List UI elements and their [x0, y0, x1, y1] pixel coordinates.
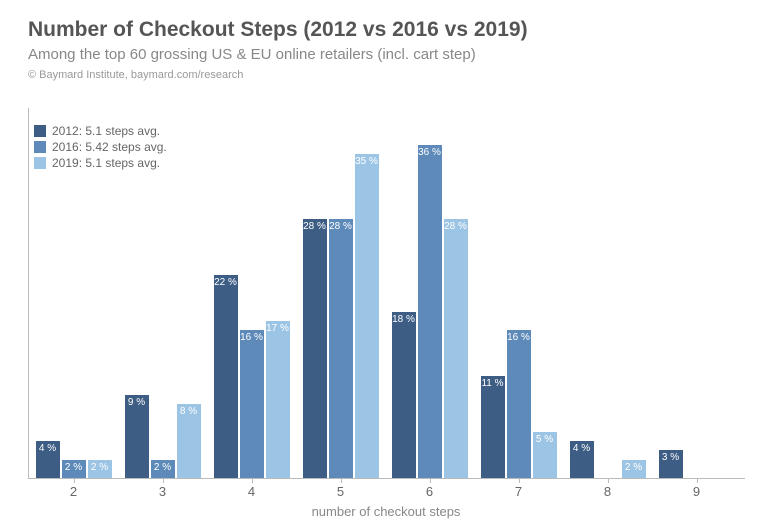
bar: 4 % [570, 441, 594, 478]
x-tick [163, 478, 164, 483]
chart-title: Number of Checkout Steps (2012 vs 2016 v… [28, 18, 748, 42]
x-tick-label: 7 [515, 484, 522, 499]
bar-value-label: 18 % [392, 314, 416, 325]
x-tick [74, 478, 75, 483]
bar: 28 % [444, 219, 468, 478]
bar-value-label: 2 % [622, 462, 646, 473]
chart-container: Number of Checkout Steps (2012 vs 2016 v… [0, 0, 772, 529]
x-axis-label: number of checkout steps [28, 504, 744, 519]
bar: 8 % [177, 404, 201, 478]
bar: 2 % [622, 460, 646, 479]
bar-value-label: 17 % [266, 323, 290, 334]
bar: 35 % [355, 154, 379, 478]
bar: 4 % [36, 441, 60, 478]
x-tick [430, 478, 431, 483]
bar: 16 % [507, 330, 531, 478]
x-tick-label: 8 [604, 484, 611, 499]
bar: 2 % [62, 460, 86, 479]
bar-value-label: 35 % [355, 156, 379, 167]
bar: 22 % [214, 275, 238, 479]
bar: 17 % [266, 321, 290, 478]
x-tick-label: 6 [426, 484, 433, 499]
x-tick [341, 478, 342, 483]
bar-value-label: 11 % [481, 378, 505, 389]
bar-value-label: 4 % [36, 443, 60, 454]
x-tick-label: 4 [248, 484, 255, 499]
x-tick-label: 5 [337, 484, 344, 499]
bar: 9 % [125, 395, 149, 478]
bar-value-label: 28 % [303, 221, 327, 232]
bar: 28 % [329, 219, 353, 478]
bar: 2 % [88, 460, 112, 479]
bar-value-label: 3 % [659, 452, 683, 463]
bar-value-label: 4 % [570, 443, 594, 454]
bar-value-label: 5 % [533, 434, 557, 445]
bar-value-label: 9 % [125, 397, 149, 408]
x-tick-label: 9 [693, 484, 700, 499]
bar: 5 % [533, 432, 557, 478]
bar: 11 % [481, 376, 505, 478]
bar: 18 % [392, 312, 416, 479]
bar-value-label: 2 % [62, 462, 86, 473]
bar-value-label: 28 % [444, 221, 468, 232]
bar-value-label: 16 % [240, 332, 264, 343]
x-tick [519, 478, 520, 483]
bar: 3 % [659, 450, 683, 478]
x-tick [252, 478, 253, 483]
chart-subtitle: Among the top 60 grossing US & EU online… [28, 46, 748, 63]
bar-value-label: 2 % [88, 462, 112, 473]
x-tick-label: 3 [159, 484, 166, 499]
bar: 16 % [240, 330, 264, 478]
bar-value-label: 2 % [151, 462, 175, 473]
bar: 36 % [418, 145, 442, 478]
bar: 2 % [151, 460, 175, 479]
x-tick [608, 478, 609, 483]
bar-value-label: 16 % [507, 332, 531, 343]
plot-area: 4 %2 %2 %29 %2 %8 %322 %16 %17 %428 %28 … [28, 108, 745, 479]
chart-copyright: © Baymard Institute, baymard.com/researc… [28, 69, 748, 81]
bar-value-label: 36 % [418, 147, 442, 158]
bar-value-label: 8 % [177, 406, 201, 417]
bar-value-label: 22 % [214, 277, 238, 288]
x-tick-label: 2 [70, 484, 77, 499]
bar-value-label: 28 % [329, 221, 353, 232]
bar: 28 % [303, 219, 327, 478]
x-tick [697, 478, 698, 483]
